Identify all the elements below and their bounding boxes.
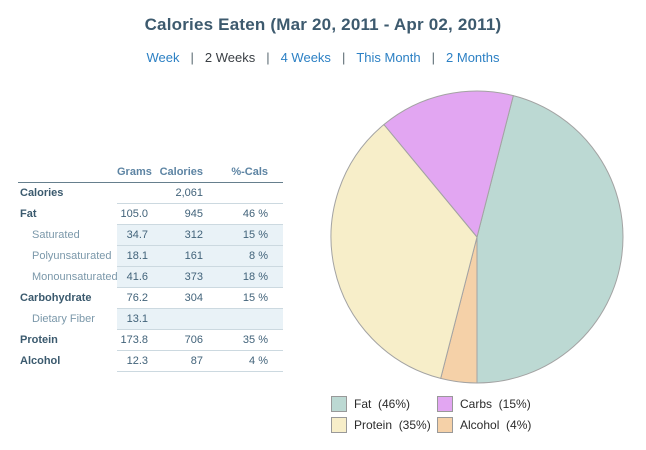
cell-calories: 945 <box>149 203 203 225</box>
nav-separator: | <box>266 50 270 65</box>
cell-pcals: 8 % <box>203 245 283 267</box>
cell-calories: 706 <box>149 329 203 351</box>
cell-label: Calories <box>20 186 64 199</box>
pie-chart <box>330 90 624 384</box>
nutrition-table: Grams Calories %-Cals Calories 2,061 Fat 105.… <box>18 163 283 372</box>
cell-label: Carbohydrate <box>20 291 92 304</box>
table-row-dietary-fiber: Dietary Fiber 13.1 <box>18 308 283 330</box>
nav-2-months[interactable]: 2 Months <box>446 50 500 65</box>
table-row-alcohol: Alcohol 12.3 87 4 % <box>18 350 283 372</box>
cell-calories: 87 <box>149 350 203 372</box>
table-row-carbohydrate: Carbohydrate 76.2 304 15 % <box>18 287 283 309</box>
cell-label: Protein <box>20 333 58 346</box>
nav-week[interactable]: Week <box>146 50 180 65</box>
pie-slice-protein <box>330 124 478 379</box>
legend-label-alcohol: Alcohol (4%) <box>460 418 532 432</box>
nutrition-table-body: Calories 2,061 Fat 105.0 945 46 % Saturated 34.… <box>18 182 283 372</box>
table-row-polyunsaturated: Polyunsaturated 18.1 161 8 % <box>18 245 283 267</box>
table-row-fat: Fat 105.0 945 46 % <box>18 203 283 225</box>
cell-calories: 304 <box>149 287 203 309</box>
cell-calories <box>149 308 203 330</box>
cell-grams: 173.8 <box>117 329 149 351</box>
cell-label: Dietary Fiber <box>32 312 95 325</box>
table-header-row: Grams Calories %-Cals <box>18 163 283 183</box>
table-row-protein: Protein 173.8 706 35 % <box>18 329 283 351</box>
cell-label: Polyunsaturated <box>32 249 112 262</box>
cell-pcals: 15 % <box>203 224 283 246</box>
legend-swatch-carbs <box>437 396 453 412</box>
legend-swatch-protein <box>331 417 347 433</box>
legend-item-carbs: Carbs (15%) <box>437 396 531 412</box>
table-row-saturated: Saturated 34.7 312 15 % <box>18 224 283 246</box>
nav-separator: | <box>341 50 346 65</box>
legend-item-alcohol: Alcohol (4%) <box>437 417 531 433</box>
cell-label: Monounsaturated <box>32 270 118 283</box>
legend-swatch-alcohol <box>437 417 453 433</box>
nav-4-weeks[interactable]: 4 Weeks <box>280 50 331 65</box>
cell-label: Saturated <box>32 228 80 241</box>
legend-item-protein: Protein (35%) <box>331 417 437 433</box>
table-row-calories: Calories 2,061 <box>18 182 283 204</box>
cell-pcals: 15 % <box>203 287 283 309</box>
cell-grams: 12.3 <box>117 350 149 372</box>
cell-grams: 13.1 <box>117 308 149 330</box>
cell-pcals: 18 % <box>203 266 283 288</box>
cell-calories: 373 <box>149 266 203 288</box>
column-header-Calories: Calories <box>149 163 203 183</box>
cell-label: Alcohol <box>20 354 61 367</box>
pie-legend: Fat (46%) Carbs (15%) Protein (35%) Alcohol… <box>331 396 531 433</box>
cell-grams: 105.0 <box>117 203 149 225</box>
pie-slice-carbs <box>383 90 514 238</box>
nutrition-table-header: Grams Calories %-Cals <box>18 163 283 183</box>
nav-this-month[interactable]: This Month <box>356 50 421 65</box>
cell-grams: 41.6 <box>117 266 149 288</box>
column-header-blank <box>18 163 117 183</box>
legend-item-fat: Fat (46%) <box>331 396 437 412</box>
range-nav: Week | 2 Weeks | 4 Weeks | This Month | 2 Months <box>0 50 646 65</box>
page-title: Calories Eaten (Mar 20, 2011 - Apr 02, 2… <box>144 15 502 34</box>
legend-swatch-fat <box>331 396 347 412</box>
cell-pcals <box>203 308 283 330</box>
cell-pcals: 35 % <box>203 329 283 351</box>
cell-pcals: 46 % <box>203 203 283 225</box>
legend-label-carbs: Carbs (15%) <box>460 397 531 411</box>
cell-grams: 18.1 <box>117 245 149 267</box>
legend-label-protein: Protein (35%) <box>354 418 431 432</box>
cell-calories: 161 <box>149 245 203 267</box>
cell-pcals: 4 % <box>203 350 283 372</box>
legend-label-fat: Fat (46%) <box>354 397 411 411</box>
nav-separator: | <box>190 50 194 65</box>
table-row-monounsaturated: Monounsaturated 41.6 373 18 % <box>18 266 283 288</box>
cell-grams: 34.7 <box>117 224 149 246</box>
column-header-Grams: Grams <box>117 163 152 183</box>
nav-2-weeks: 2 Weeks <box>204 50 256 65</box>
nav-separator: | <box>431 50 436 65</box>
cell-calories: 2,061 <box>149 182 203 204</box>
pie-slice-fat <box>476 95 624 384</box>
column-header-%-Cals: %-Cals <box>203 163 283 183</box>
cell-grams <box>117 182 149 204</box>
cell-calories: 312 <box>149 224 203 246</box>
cell-label: Fat <box>20 207 37 220</box>
cell-pcals <box>203 182 283 204</box>
cell-grams: 76.2 <box>117 287 149 309</box>
